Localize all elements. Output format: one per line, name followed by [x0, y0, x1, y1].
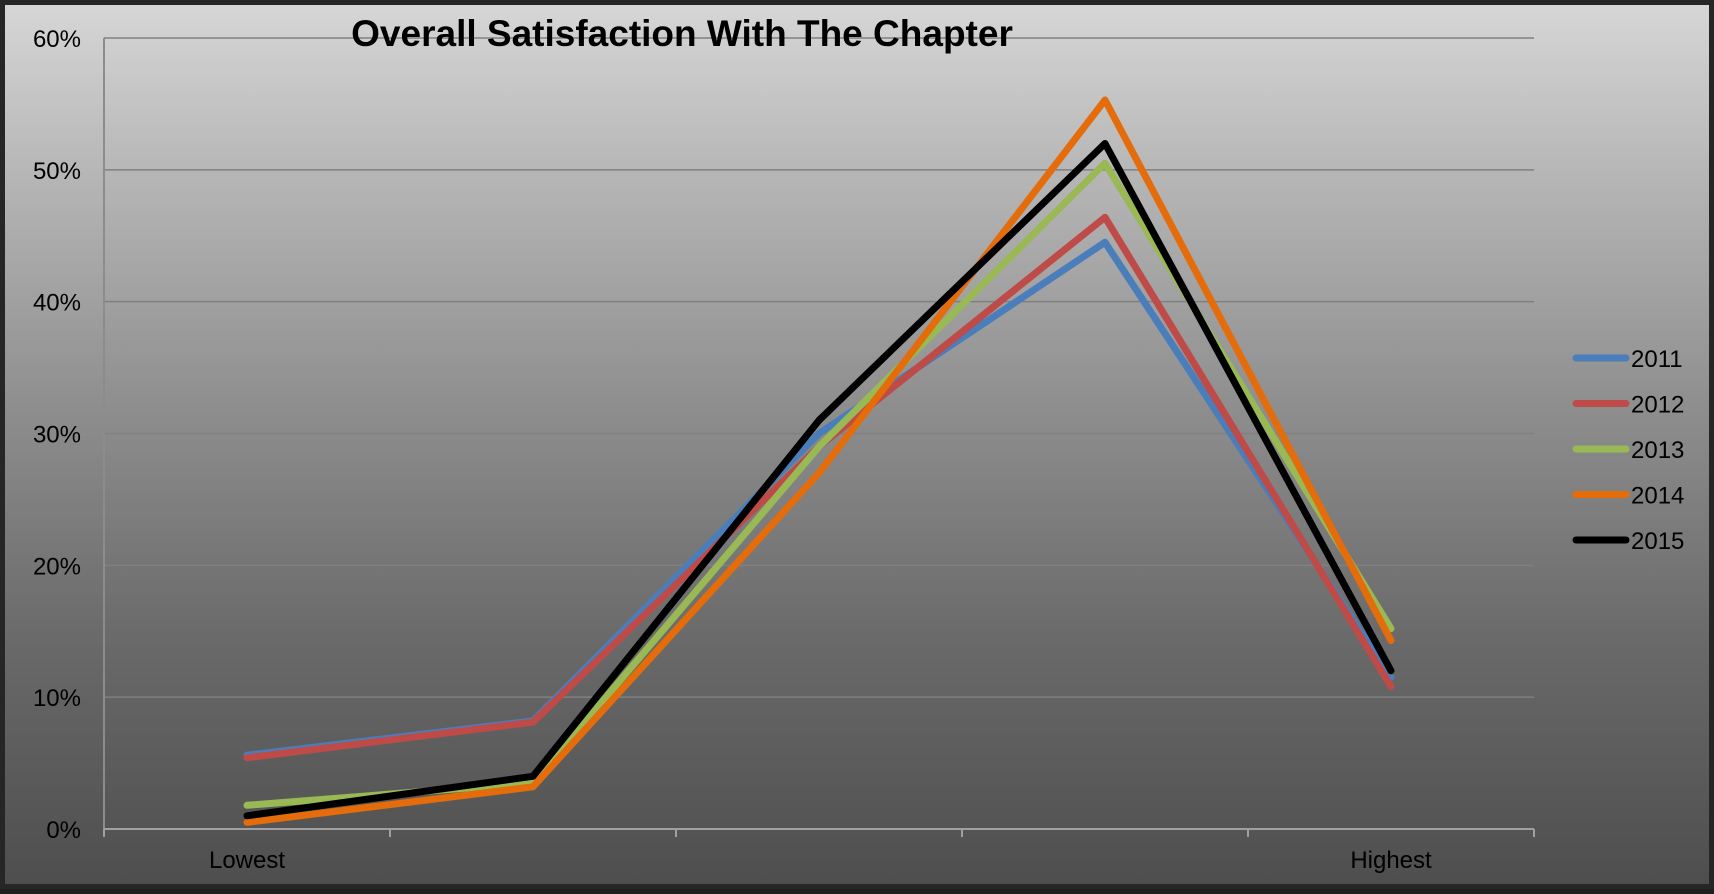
y-tick-label: 30%	[33, 422, 81, 449]
series-line-2012	[243, 213, 1395, 762]
y-tick-label: 50%	[33, 158, 81, 185]
series-line-2014	[243, 96, 1395, 826]
line-chart: 0%10%20%30%40%50%60%Lowest Highest 201120…	[33, 13, 1684, 874]
legend: 2011 2012 2013 2014 2015	[1572, 346, 1684, 555]
legend-label-2015: 2015	[1631, 528, 1684, 555]
series-line-2015	[243, 140, 1395, 820]
legend-label-2014: 2014	[1631, 483, 1684, 510]
x-tick-label: Lowest	[209, 847, 285, 874]
legend-label-2013: 2013	[1631, 437, 1684, 464]
y-tick-label: 0%	[46, 817, 81, 844]
y-tick-label: 10%	[33, 685, 81, 712]
y-tick-label: 60%	[33, 26, 81, 53]
y-tick-label: 40%	[33, 290, 81, 317]
chart-title: Overall Satisfaction With The Chapter	[351, 13, 1013, 54]
gridlines	[104, 37, 1534, 698]
series-lines	[243, 96, 1395, 826]
legend-label-2011: 2011	[1631, 346, 1683, 373]
series-line-2013	[243, 159, 1395, 809]
y-tick-label: 20%	[33, 553, 81, 580]
axes: 0% 10% 20% 30% 40% 50% 60% Lowest Highest	[33, 26, 1535, 874]
legend-label-2012: 2012	[1631, 392, 1684, 419]
x-tick-label: Highest	[1350, 847, 1432, 874]
